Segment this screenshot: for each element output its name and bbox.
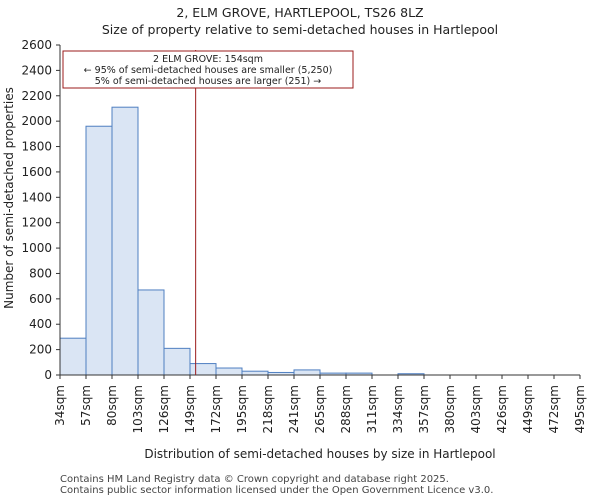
y-tick-label: 1200 bbox=[21, 216, 52, 230]
x-tick-label: 380sqm bbox=[443, 385, 457, 433]
x-tick-label: 426sqm bbox=[495, 385, 509, 433]
x-tick-label: 311sqm bbox=[365, 385, 379, 433]
x-tick-label: 57sqm bbox=[79, 385, 93, 426]
x-tick-label: 103sqm bbox=[131, 385, 145, 433]
y-tick-label: 2200 bbox=[21, 89, 52, 103]
x-axis-label: Distribution of semi-detached houses by … bbox=[144, 447, 495, 461]
x-tick-label: 34sqm bbox=[53, 385, 67, 426]
x-ticks: 34sqm 57sqm 80sqm 103sqm 126sqm 149sqm 172sqm 1… bbox=[53, 375, 587, 433]
footer-line-1: Contains HM Land Registry data © Crown c… bbox=[60, 474, 449, 485]
y-tick-label: 400 bbox=[29, 317, 52, 331]
y-tick-label: 1000 bbox=[21, 241, 52, 255]
y-tick-label: 1400 bbox=[21, 190, 52, 204]
y-tick-label: 0 bbox=[44, 368, 52, 382]
y-tick-label: 1800 bbox=[21, 140, 52, 154]
y-axis-label: Number of semi-detached properties bbox=[2, 87, 16, 309]
y-tick-label: 800 bbox=[29, 266, 52, 280]
x-tick-label: 265sqm bbox=[313, 385, 327, 433]
annotation-box: 2 ELM GROVE: 154sqm ← 95% of semi-detach… bbox=[62, 50, 354, 89]
y-tick-label: 2400 bbox=[21, 63, 52, 77]
y-tick-label: 200 bbox=[29, 343, 52, 357]
annotation-line-1: 2 ELM GROVE: 154sqm bbox=[153, 54, 263, 65]
annotation-line-2: ← 95% of semi-detached houses are smalle… bbox=[84, 65, 333, 76]
bar-149sqm bbox=[189, 363, 217, 376]
x-tick-label: 403sqm bbox=[469, 385, 483, 433]
chart-title: 2, ELM GROVE, HARTLEPOOL, TS26 8LZ bbox=[176, 5, 424, 20]
bar-103sqm bbox=[137, 289, 165, 376]
chart-subtitle: Size of property relative to semi-detach… bbox=[101, 22, 499, 37]
x-tick-label: 126sqm bbox=[157, 385, 171, 433]
y-tick-label: 2600 bbox=[21, 38, 52, 52]
x-tick-label: 241sqm bbox=[287, 385, 301, 433]
bar-126sqm bbox=[163, 347, 191, 376]
x-tick-label: 495sqm bbox=[573, 385, 587, 433]
x-tick-label: 80sqm bbox=[105, 385, 119, 426]
y-tick-label: 600 bbox=[29, 292, 52, 306]
bar-80sqm bbox=[111, 106, 139, 376]
bar-57sqm bbox=[85, 125, 113, 376]
y-tick-label: 2000 bbox=[21, 114, 52, 128]
bar-group bbox=[59, 106, 425, 376]
y-tick-label: 1600 bbox=[21, 165, 52, 179]
x-tick-label: 288sqm bbox=[339, 385, 353, 433]
x-tick-label: 195sqm bbox=[235, 385, 249, 433]
annotation-border bbox=[62, 50, 354, 89]
x-tick-label: 449sqm bbox=[521, 385, 535, 433]
bar-172sqm bbox=[215, 367, 243, 376]
x-tick-label: 218sqm bbox=[261, 385, 275, 433]
bar-195sqm bbox=[241, 370, 269, 376]
annotation-line-3: 5% of semi-detached houses are larger (2… bbox=[95, 76, 322, 87]
x-tick-label: 334sqm bbox=[391, 385, 405, 433]
x-tick-label: 172sqm bbox=[209, 385, 223, 433]
x-tick-label: 149sqm bbox=[183, 385, 197, 433]
bar-34sqm bbox=[59, 337, 87, 376]
x-tick-label: 357sqm bbox=[417, 385, 431, 433]
footer-line-2: Contains public sector information licen… bbox=[60, 485, 494, 496]
y-ticks: 0 200 400 600 800 1000 1200 1400 1600 1800 2000 220… bbox=[21, 38, 60, 382]
bar-241sqm bbox=[293, 369, 321, 376]
x-tick-label: 472sqm bbox=[547, 385, 561, 433]
